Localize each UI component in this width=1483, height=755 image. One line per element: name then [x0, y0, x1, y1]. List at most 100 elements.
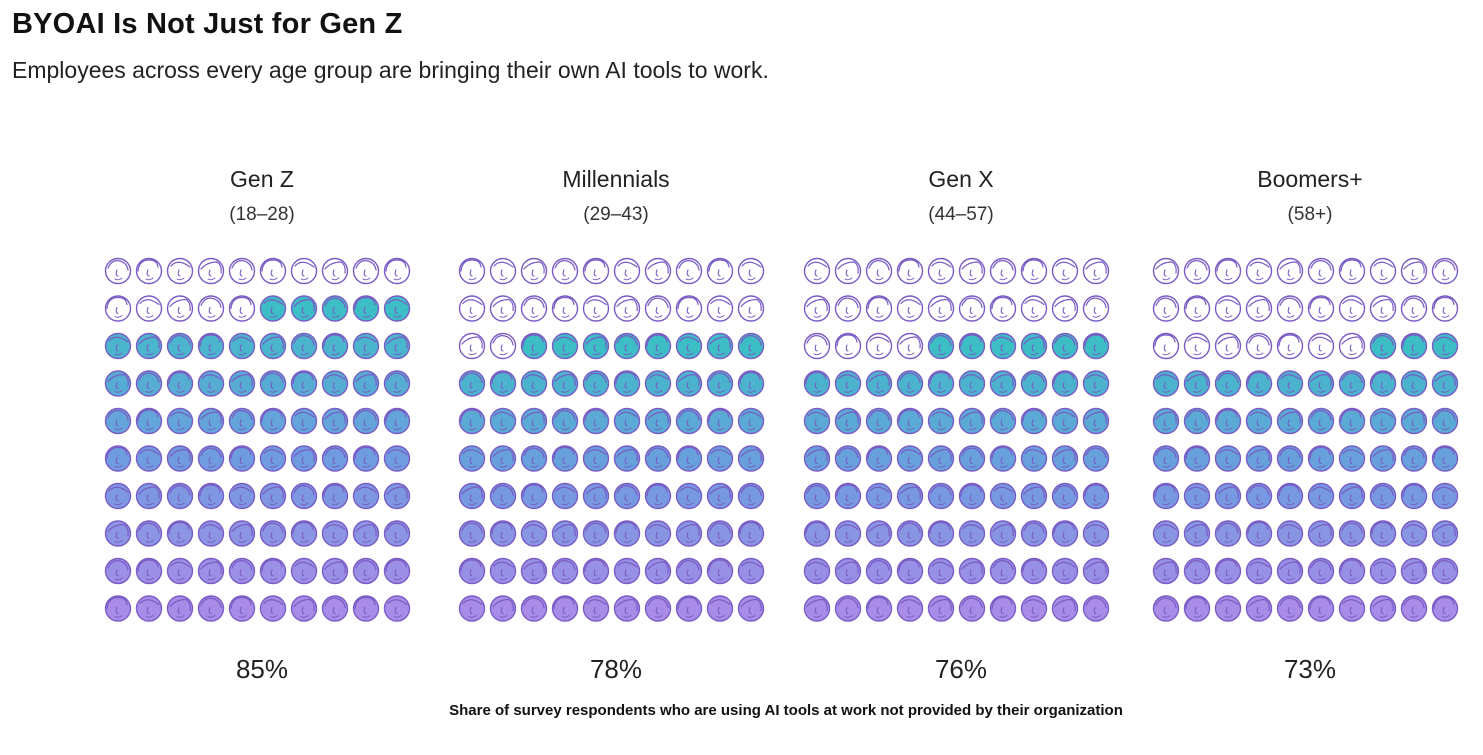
filled-person-icon [352, 595, 380, 622]
filled-person-icon [613, 445, 641, 472]
filled-person-icon [489, 482, 517, 510]
filled-person-icon [1276, 557, 1304, 585]
filled-person-icon [675, 520, 703, 547]
filled-person-icon [1307, 445, 1335, 472]
group-label: Gen X [928, 166, 994, 192]
empty-person-icon [675, 257, 703, 285]
group-age-range: (29–43) [583, 204, 649, 225]
filled-person-icon [321, 332, 349, 360]
filled-person-icon [458, 595, 486, 622]
filled-person-icon [675, 557, 703, 585]
filled-person-icon [551, 482, 579, 510]
filled-person-icon [352, 557, 380, 585]
empty-person-icon [1245, 332, 1273, 360]
filled-person-icon [834, 557, 862, 585]
empty-person-icon [834, 257, 862, 285]
filled-person-icon [1369, 407, 1397, 435]
filled-person-icon [896, 407, 924, 435]
filled-person-icon [989, 370, 1017, 397]
empty-person-icon [551, 257, 579, 285]
empty-person-icon [1214, 257, 1242, 285]
filled-person-icon [1338, 482, 1366, 510]
filled-person-icon [1245, 445, 1273, 472]
group-percentage: 78% [589, 654, 643, 684]
filled-person-icon [458, 557, 486, 585]
filled-person-icon [1431, 482, 1459, 510]
filled-person-icon [166, 520, 194, 547]
empty-person-icon [104, 257, 132, 285]
empty-person-icon [927, 257, 955, 285]
filled-person-icon [1276, 482, 1304, 510]
filled-person-icon [737, 445, 765, 472]
empty-person-icon [1152, 295, 1180, 322]
filled-person-icon [582, 595, 610, 622]
filled-person-icon [352, 407, 380, 435]
filled-person-icon [1400, 370, 1428, 397]
chart-subtitle: Employees across every age group are bri… [12, 57, 769, 83]
empty-person-icon [865, 295, 893, 322]
filled-person-icon [613, 557, 641, 585]
empty-person-icon [1183, 257, 1211, 285]
filled-person-icon [197, 595, 225, 622]
filled-person-icon [1051, 595, 1079, 622]
filled-person-icon [551, 520, 579, 547]
empty-person-icon [489, 295, 517, 322]
filled-person-icon [1051, 407, 1079, 435]
filled-person-icon [865, 557, 893, 585]
filled-person-icon [383, 407, 411, 435]
empty-person-icon [865, 257, 893, 285]
filled-person-icon [228, 520, 256, 547]
empty-person-icon [135, 257, 163, 285]
filled-person-icon [737, 332, 765, 360]
empty-person-icon [989, 257, 1017, 285]
filled-person-icon [582, 445, 610, 472]
filled-person-icon [1338, 445, 1366, 472]
filled-person-icon [259, 407, 287, 435]
filled-person-icon [1183, 520, 1211, 547]
filled-person-icon [352, 295, 380, 322]
filled-person-icon [1152, 557, 1180, 585]
filled-person-icon [989, 520, 1017, 547]
filled-person-icon [706, 595, 734, 622]
filled-person-icon [1431, 407, 1459, 435]
filled-person-icon [321, 520, 349, 547]
filled-person-icon [520, 445, 548, 472]
filled-person-icon [489, 557, 517, 585]
group-gen-z: Gen Z (18–28) 85% [102, 166, 422, 696]
filled-person-icon [1338, 407, 1366, 435]
filled-person-icon [958, 520, 986, 547]
empty-person-icon [228, 257, 256, 285]
filled-person-icon [865, 407, 893, 435]
filled-person-icon [1051, 557, 1079, 585]
filled-person-icon [1431, 520, 1459, 547]
filled-person-icon [927, 332, 955, 360]
chart-title: BYOAI Is Not Just for Gen Z [12, 8, 403, 40]
empty-person-icon [1307, 295, 1335, 322]
filled-person-icon [1152, 520, 1180, 547]
empty-person-icon [1152, 257, 1180, 285]
group-label: Gen Z [230, 166, 294, 192]
filled-person-icon [551, 370, 579, 397]
filled-person-icon [989, 482, 1017, 510]
empty-person-icon [1051, 257, 1079, 285]
filled-person-icon [1245, 482, 1273, 510]
filled-person-icon [706, 370, 734, 397]
filled-person-icon [104, 482, 132, 510]
filled-person-icon [1276, 445, 1304, 472]
filled-person-icon [1051, 445, 1079, 472]
filled-person-icon [927, 595, 955, 622]
empty-person-icon [582, 257, 610, 285]
filled-person-icon [1152, 370, 1180, 397]
filled-person-icon [1051, 482, 1079, 510]
empty-person-icon [834, 295, 862, 322]
filled-person-icon [1214, 445, 1242, 472]
filled-person-icon [321, 482, 349, 510]
filled-person-icon [706, 407, 734, 435]
empty-person-icon [958, 295, 986, 322]
filled-person-icon [582, 520, 610, 547]
filled-person-icon [1245, 557, 1273, 585]
empty-person-icon [958, 257, 986, 285]
filled-person-icon [458, 407, 486, 435]
group-label: Boomers+ [1257, 166, 1363, 192]
empty-person-icon [1338, 295, 1366, 322]
